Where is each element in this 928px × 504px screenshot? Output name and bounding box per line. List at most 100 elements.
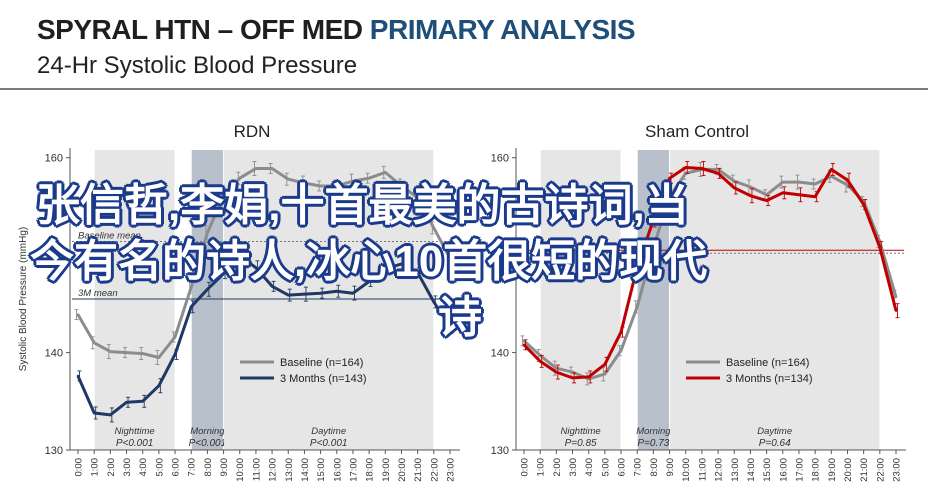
series-point	[173, 335, 177, 339]
chart-title: RDN	[234, 122, 271, 141]
series-point	[448, 256, 452, 260]
y-tick-label: 140	[45, 348, 63, 360]
series-point	[190, 305, 193, 308]
band-label-nighttime: Nighttime	[561, 426, 601, 437]
series-point	[351, 179, 355, 183]
x-tick-label: 8:00	[203, 458, 214, 477]
series-point	[619, 330, 623, 334]
series-point	[603, 372, 607, 376]
series-point	[716, 168, 720, 171]
chart-title: Sham Control	[645, 122, 749, 141]
series-point	[303, 181, 306, 185]
slide-subtitle: 24-Hr Systolic Blood Pressure	[37, 52, 358, 79]
series-point	[254, 266, 258, 270]
series-point	[797, 193, 801, 196]
series-point	[416, 271, 419, 274]
legend-entry: 3 Months (n=134)	[726, 373, 813, 385]
series-point	[894, 295, 898, 299]
x-tick-label: 12:00	[714, 458, 725, 482]
series-point	[652, 246, 655, 249]
series-line-baseline	[76, 167, 452, 359]
series-point	[109, 350, 112, 353]
title-accent: PRIMARY ANALYSIS	[369, 14, 636, 45]
series-point	[157, 356, 161, 359]
title-main: SPYRAL HTN – OFF MED	[37, 14, 370, 45]
shade-band-morning	[637, 150, 670, 450]
header-divider	[0, 88, 928, 90]
x-tick-label: 19:00	[827, 458, 838, 482]
x-tick-label: 6:00	[617, 458, 628, 477]
x-tick-label: 13:00	[284, 458, 295, 482]
x-tick-label: 12:00	[268, 458, 279, 482]
series-point	[157, 384, 161, 387]
x-tick-label: 3:00	[568, 458, 579, 477]
legend-entry: Baseline (n=164)	[726, 357, 809, 369]
series-point	[555, 370, 558, 374]
shade-band-nighttime	[540, 150, 621, 450]
series-point	[173, 353, 177, 356]
x-tick-label: 18:00	[365, 458, 376, 482]
series-point	[76, 374, 80, 378]
series-line-3-months	[76, 253, 452, 417]
series-point	[287, 177, 290, 181]
series-point	[749, 194, 752, 197]
band-label-daytime: Daytime	[757, 426, 792, 437]
series-point	[222, 272, 225, 275]
x-tick-label: 22:00	[429, 458, 440, 482]
series-point	[400, 184, 403, 188]
x-tick-label: 15:00	[316, 458, 327, 482]
shade-band-nighttime	[94, 150, 175, 450]
x-tick-label: 23:00	[446, 458, 457, 482]
band-p-value-morning: P<0.001	[189, 438, 227, 449]
series-point	[813, 182, 817, 186]
series-point	[846, 178, 849, 182]
slide-title: SPYRAL HTN – OFF MED PRIMARY ANALYSIS	[37, 14, 636, 46]
y-tick-label: 140	[491, 348, 509, 360]
band-p-value-daytime: P=0.64	[759, 438, 791, 449]
series-point	[636, 305, 639, 308]
series-point	[522, 343, 526, 346]
x-tick-label: 14:00	[746, 458, 757, 482]
x-tick-label: 20:00	[843, 458, 854, 482]
band-label-morning: Morning	[190, 426, 225, 437]
series-point	[448, 325, 452, 328]
series-point	[384, 171, 387, 174]
series-point	[76, 313, 80, 316]
series-point	[384, 267, 387, 270]
series-point	[716, 172, 720, 175]
x-tick-label: 5:00	[154, 458, 165, 477]
x-tick-label: 9:00	[219, 458, 230, 477]
x-tick-label: 21:00	[859, 458, 870, 482]
x-tick-label: 9:00	[665, 458, 676, 477]
series-point	[733, 186, 736, 190]
series-point	[335, 290, 338, 293]
band-p-value-morning: P=0.73	[637, 438, 669, 449]
series-point	[432, 226, 436, 230]
series-point	[781, 180, 784, 184]
x-tick-label: 6:00	[171, 458, 182, 477]
series-point	[141, 352, 144, 355]
x-tick-label: 13:00	[730, 458, 741, 482]
series-point	[813, 195, 817, 198]
series-point	[846, 183, 849, 187]
series-point	[684, 166, 687, 169]
series-line-3-months	[522, 166, 898, 380]
series-point	[587, 375, 590, 379]
series-point	[700, 167, 704, 170]
x-tick-label: 17:00	[348, 458, 359, 482]
chart-panel-1: NighttimeP<0.001MorningP<0.001DaytimeP<0…	[18, 122, 460, 482]
x-tick-label: 14:00	[300, 458, 311, 482]
band-label-daytime: Daytime	[311, 426, 346, 437]
reference-line-label: 3M mean	[78, 288, 118, 299]
x-tick-label: 8:00	[649, 458, 660, 477]
series-point	[432, 300, 436, 304]
shade-band-daytime	[670, 150, 880, 450]
x-tick-label: 4:00	[138, 458, 149, 477]
y-tick-label: 160	[491, 153, 509, 165]
series-point	[92, 411, 96, 415]
shade-band-daytime	[224, 150, 434, 450]
x-tick-label: 23:00	[892, 458, 903, 482]
series-point	[254, 167, 258, 170]
series-point	[862, 203, 865, 206]
series-point	[416, 196, 419, 199]
